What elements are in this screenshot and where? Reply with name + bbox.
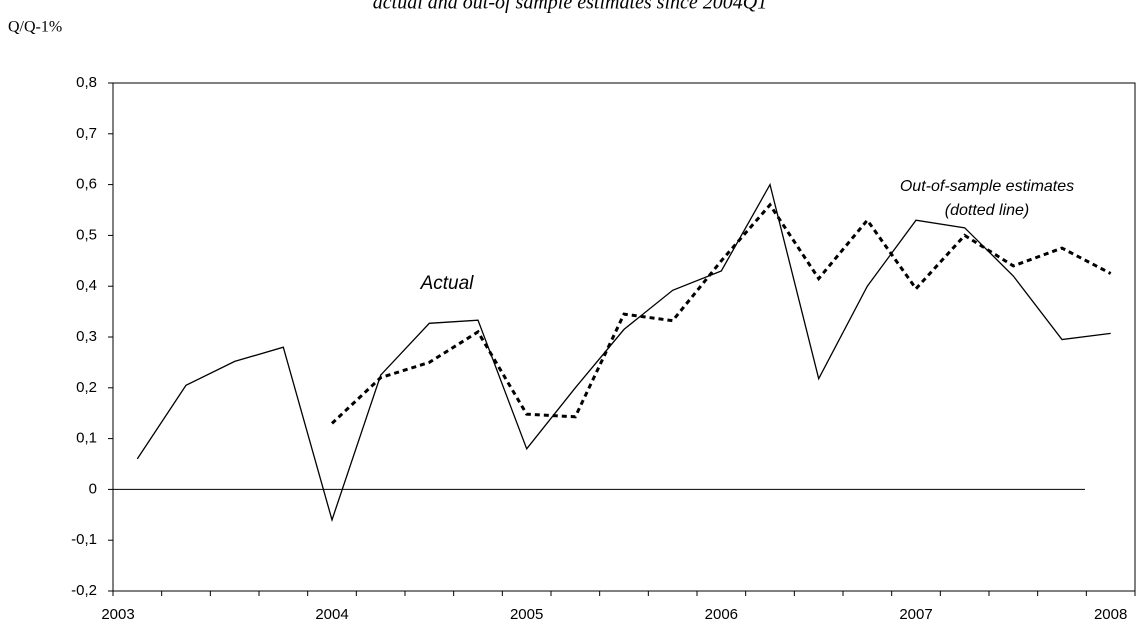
x-tick-label: 2003 (101, 606, 134, 623)
annotation: (dotted line) (945, 202, 1030, 219)
series-line (136, 182, 1111, 523)
y-tick-label: 0,8 (76, 74, 97, 91)
y-tick-label: 0,7 (76, 125, 97, 142)
y-tick-label: 0,2 (76, 379, 97, 396)
y-tick-label: -0,1 (71, 531, 97, 548)
y-tick-label: 0,3 (76, 328, 97, 345)
plot-frame (112, 82, 1136, 592)
chart-title: actual and out-of sample estimates since… (373, 0, 767, 14)
x-tick-label: 2005 (510, 606, 543, 623)
y-tick-label: 0,1 (76, 430, 97, 447)
y-tick-label: 0,6 (76, 176, 97, 193)
x-tick-label: 2004 (315, 606, 348, 623)
x-tick-label: 2007 (899, 606, 932, 623)
y-tick-label: 0,4 (76, 277, 97, 294)
y-tick-label: 0,5 (76, 226, 97, 243)
y-tick-label: -0,2 (71, 582, 97, 599)
x-tick-label: 2006 (705, 606, 738, 623)
x-tick-label: 2008 (1094, 606, 1127, 623)
y-axis-label: Q/Q-1% (8, 19, 62, 36)
annotation: Actual (420, 273, 475, 294)
y-tick-label: 0 (89, 480, 97, 497)
series-line (330, 202, 1112, 425)
annotation: Out-of-sample estimates (900, 178, 1074, 195)
